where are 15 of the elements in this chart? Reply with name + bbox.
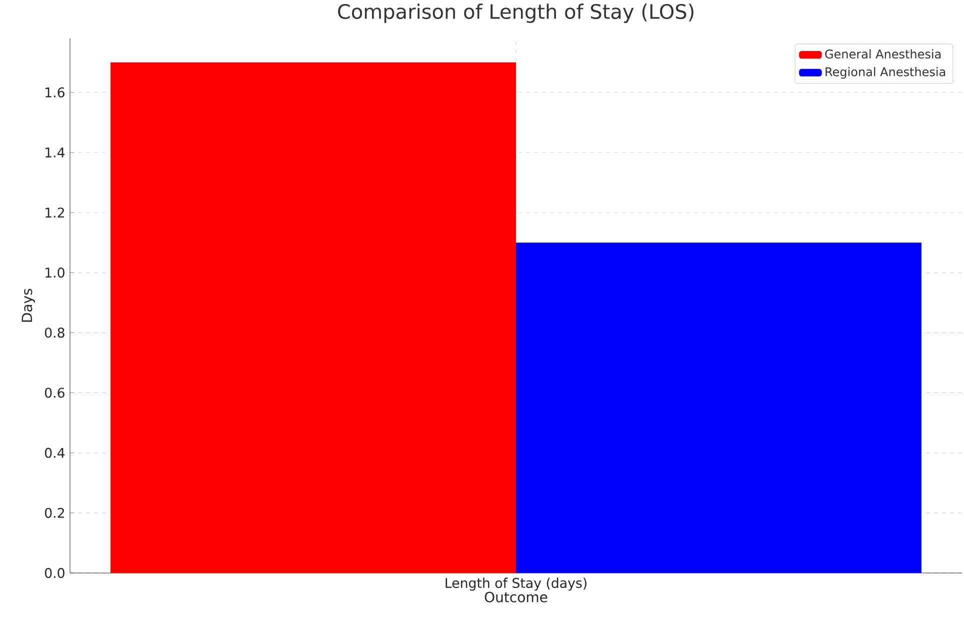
y-tick-label: 0.6: [44, 388, 64, 398]
x-tick-label: Length of Stay (days): [446, 578, 586, 591]
legend-label: Regional Anesthesia: [826, 67, 946, 79]
y-tick-label: 1.6: [46, 87, 64, 98]
y-tick-label: 1.0: [46, 268, 64, 278]
legend-label: General Anesthesia: [825, 49, 941, 59]
y-tick-label: 1.4: [46, 148, 65, 158]
y-tick-label: 0.8: [44, 328, 64, 338]
chart-title: Comparison of Length of Stay (LOS): [338, 4, 694, 23]
y-tick-label: 1.2: [46, 208, 64, 218]
y-tick-label: 0.2: [44, 508, 64, 518]
y-axis-title: Days: [22, 288, 35, 322]
y-tick-label: 0.0: [44, 568, 64, 578]
y-tick-label: 0.4: [44, 448, 65, 458]
x-axis-title: Outcome: [484, 592, 548, 602]
